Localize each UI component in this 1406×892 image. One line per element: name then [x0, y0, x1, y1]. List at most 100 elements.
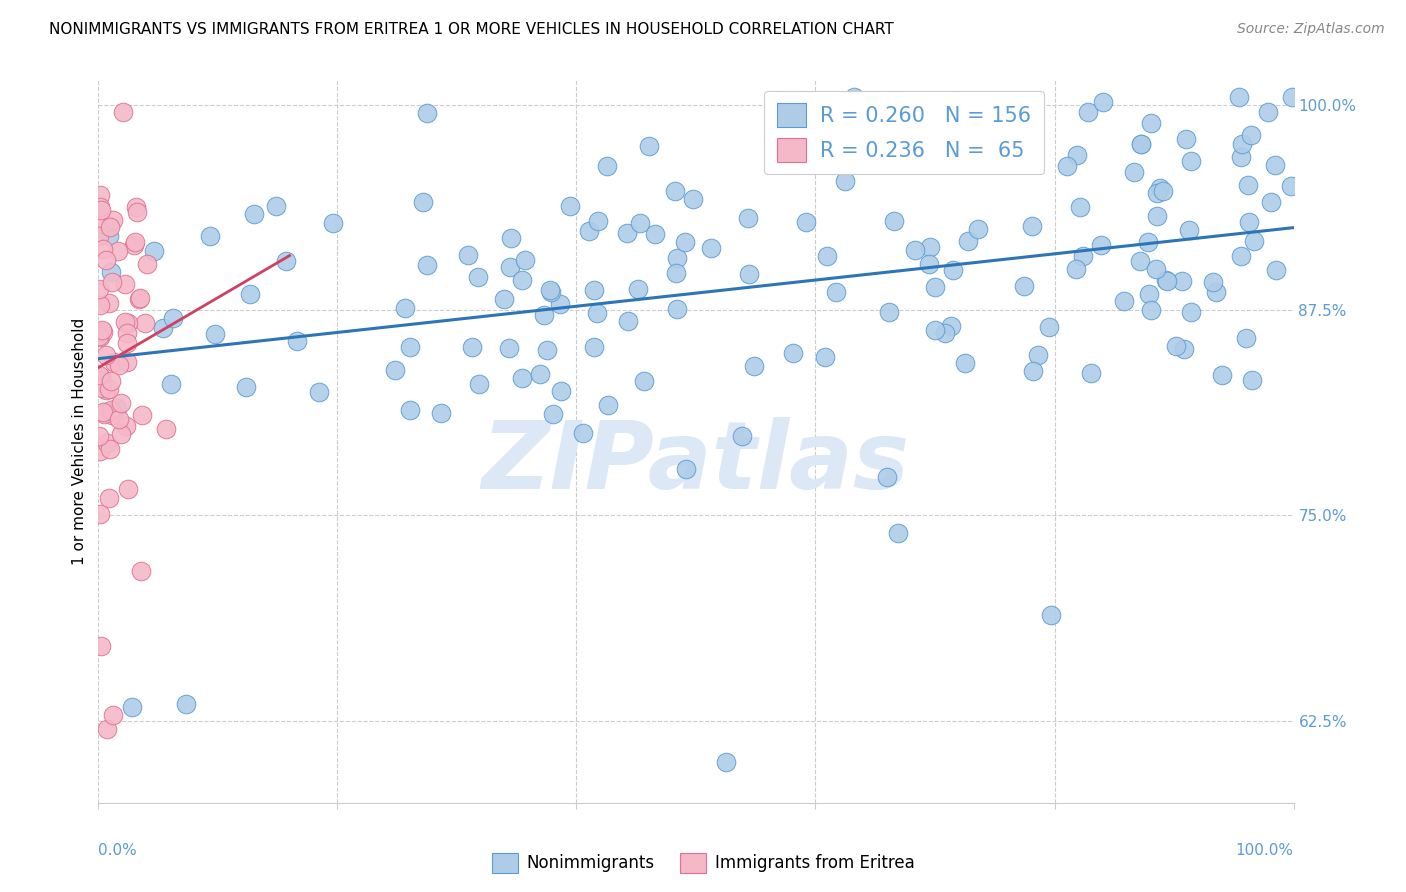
Point	[115, 419, 138, 434]
Point	[90, 323, 112, 337]
Point	[498, 341, 520, 355]
Point	[91, 215, 114, 229]
Point	[510, 272, 533, 286]
Point	[665, 302, 688, 317]
Point	[89, 200, 111, 214]
Point	[918, 257, 941, 271]
Point	[665, 266, 688, 280]
Point	[800, 154, 823, 169]
Point	[131, 409, 153, 423]
Point	[1211, 368, 1233, 382]
Text: ZIPatlas: ZIPatlas	[482, 417, 910, 509]
Point	[1243, 234, 1265, 248]
Point	[412, 195, 434, 210]
Point	[125, 204, 148, 219]
Point	[939, 319, 962, 334]
Point	[578, 225, 600, 239]
Point	[103, 707, 125, 722]
Point	[1230, 137, 1253, 152]
Legend: R = 0.260   N = 156, R = 0.236   N =  65: R = 0.260 N = 156, R = 0.236 N = 65	[765, 91, 1045, 174]
Point	[89, 298, 111, 312]
Point	[468, 377, 491, 392]
Point	[1202, 276, 1225, 290]
Point	[616, 226, 638, 240]
Point	[101, 213, 124, 227]
Point	[1146, 209, 1168, 223]
Point	[492, 293, 515, 307]
Point	[673, 235, 696, 249]
Point	[100, 374, 122, 388]
Point	[966, 221, 988, 235]
Point	[89, 187, 111, 202]
Point	[96, 435, 118, 450]
Point	[633, 374, 655, 388]
Point	[90, 203, 112, 218]
Point	[582, 284, 605, 298]
Point	[394, 301, 416, 315]
Point	[887, 526, 910, 541]
Point	[128, 292, 150, 306]
Point	[1026, 348, 1049, 362]
Point	[94, 253, 117, 268]
Point	[942, 263, 965, 277]
Point	[956, 234, 979, 248]
Point	[399, 402, 422, 417]
Point	[1154, 273, 1177, 287]
Point	[1022, 364, 1045, 378]
Point	[616, 314, 638, 328]
Point	[731, 429, 754, 443]
Point	[1237, 215, 1260, 229]
Point	[1069, 200, 1091, 214]
Point	[308, 384, 330, 399]
Point	[98, 229, 121, 244]
Legend: Nonimmigrants, Immigrants from Eritrea: Nonimmigrants, Immigrants from Eritrea	[485, 847, 921, 880]
Point	[384, 363, 406, 377]
Point	[457, 248, 479, 262]
Point	[737, 211, 759, 225]
Point	[100, 442, 122, 457]
Point	[1236, 178, 1258, 192]
Point	[93, 405, 115, 419]
Point	[1156, 274, 1178, 288]
Point	[501, 230, 523, 244]
Point	[100, 403, 122, 417]
Point	[953, 356, 976, 370]
Point	[122, 237, 145, 252]
Point	[536, 343, 558, 358]
Point	[664, 184, 686, 198]
Point	[155, 422, 177, 436]
Point	[585, 306, 607, 320]
Point	[115, 326, 138, 341]
Point	[1173, 342, 1195, 356]
Point	[1056, 160, 1078, 174]
Point	[1092, 95, 1115, 109]
Point	[110, 427, 132, 442]
Point	[103, 355, 125, 369]
Point	[89, 429, 111, 443]
Point	[1149, 181, 1171, 195]
Point	[1090, 238, 1112, 252]
Point	[107, 244, 129, 258]
Point	[87, 228, 110, 243]
Point	[1066, 148, 1088, 162]
Point	[714, 755, 737, 769]
Point	[513, 253, 536, 268]
Point	[924, 323, 946, 337]
Point	[467, 270, 489, 285]
Point	[108, 411, 131, 425]
Point	[243, 207, 266, 221]
Point	[1144, 262, 1167, 277]
Point	[533, 308, 555, 322]
Point	[1257, 105, 1279, 120]
Point	[114, 315, 136, 329]
Point	[136, 257, 159, 271]
Point	[416, 258, 439, 272]
Point	[1130, 136, 1153, 151]
Point	[111, 105, 134, 120]
Point	[1136, 235, 1159, 250]
Point	[700, 241, 723, 255]
Point	[665, 251, 688, 265]
Point	[1123, 164, 1146, 178]
Point	[128, 291, 150, 305]
Point	[87, 282, 110, 296]
